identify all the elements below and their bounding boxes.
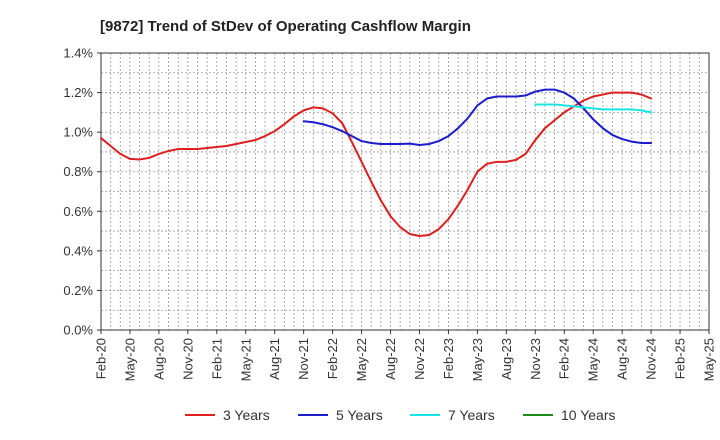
x-tick-label: Nov-22 <box>412 338 427 380</box>
x-tick-label: May-20 <box>122 338 137 381</box>
series-line-3-years <box>100 91 653 238</box>
x-tick-label: Feb-23 <box>441 338 456 379</box>
series-layer <box>100 88 653 238</box>
y-tick-label: 1.0% <box>63 125 93 140</box>
legend-item: 7 Years <box>410 407 495 423</box>
x-tick-label: May-23 <box>470 338 485 381</box>
legend-label: 10 Years <box>561 407 616 423</box>
y-axis: 0.0% 0.2% 0.4% 0.6% 0.8% 1.0% 1.2% 1.4% <box>63 46 101 338</box>
chart-title: [9872] Trend of StDev of Operating Cashf… <box>100 18 471 35</box>
x-tick-label: Nov-24 <box>644 338 659 380</box>
x-tick-label: May-24 <box>586 338 601 381</box>
y-tick-label: 0.6% <box>63 204 93 219</box>
x-tick-label: Aug-23 <box>499 338 514 380</box>
x-tick-label: Feb-20 <box>94 338 109 379</box>
x-tick-label: Feb-21 <box>209 338 224 379</box>
series-line-5-years <box>302 88 653 146</box>
legend-item: 3 Years <box>185 407 270 423</box>
legend-label: 3 Years <box>223 407 270 423</box>
legend-item: 10 Years <box>523 407 616 423</box>
x-tick-label: Aug-21 <box>267 338 282 380</box>
x-axis: Feb-20 May-20 Aug-20 Nov-20 Feb-21 May-21 Aug-… <box>94 330 717 381</box>
y-tick-label: 0.2% <box>63 283 93 298</box>
x-tick-label: Feb-22 <box>325 338 340 379</box>
series-line-7-years <box>534 103 653 114</box>
legend: 3 Years 5 Years 7 Years 10 Years <box>185 407 616 423</box>
legend-label: 5 Years <box>336 407 383 423</box>
y-tick-label: 1.2% <box>63 85 93 100</box>
x-tick-label: Feb-24 <box>557 338 572 379</box>
legend-item: 5 Years <box>298 407 383 423</box>
x-tick-label: May-22 <box>354 338 369 381</box>
x-tick-label: May-21 <box>238 338 253 381</box>
x-tick-label: Feb-25 <box>673 338 688 379</box>
x-tick-label: Nov-20 <box>180 338 195 380</box>
grid-layer <box>101 53 709 330</box>
x-tick-label: Aug-20 <box>151 338 166 380</box>
y-tick-label: 1.4% <box>63 46 93 61</box>
x-tick-label: Nov-21 <box>296 338 311 380</box>
x-tick-label: Aug-24 <box>615 338 630 380</box>
x-tick-label: May-25 <box>702 338 717 381</box>
plot-area-frame <box>100 52 710 331</box>
x-tick-label: Aug-22 <box>383 338 398 380</box>
legend-label: 7 Years <box>448 407 495 423</box>
y-tick-label: 0.8% <box>63 164 93 179</box>
y-tick-label: 0.0% <box>63 323 93 338</box>
y-tick-label: 0.4% <box>63 243 93 258</box>
x-tick-label: Nov-23 <box>528 338 543 380</box>
